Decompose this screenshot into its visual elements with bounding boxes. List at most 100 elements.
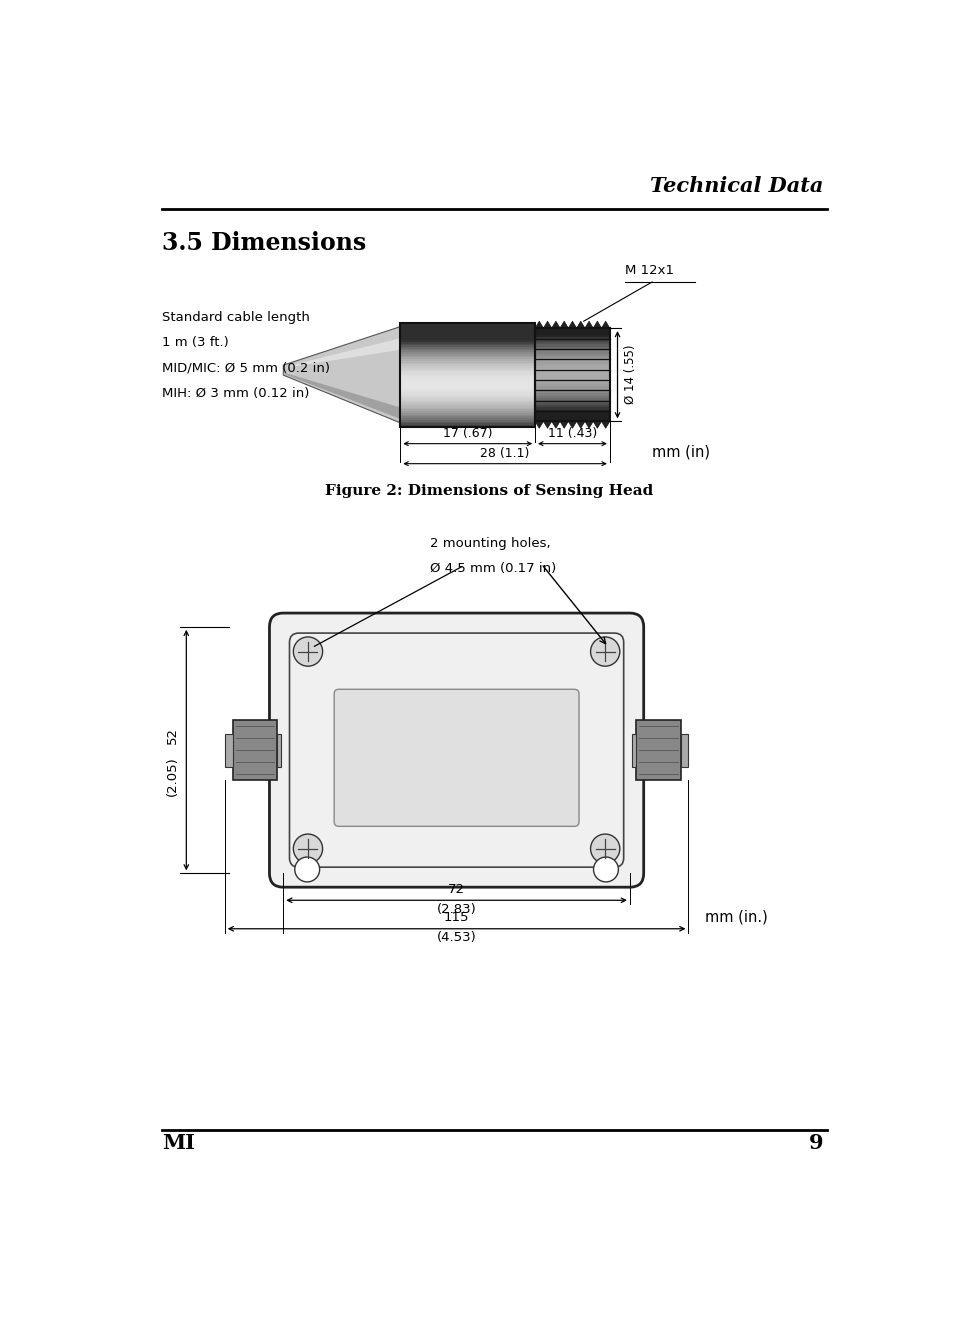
Bar bbox=[400, 401, 535, 402]
Bar bbox=[400, 418, 535, 419]
Bar bbox=[535, 374, 609, 377]
Bar bbox=[400, 381, 535, 384]
Bar bbox=[400, 389, 535, 390]
Text: 17 (.67): 17 (.67) bbox=[442, 427, 492, 439]
FancyBboxPatch shape bbox=[334, 689, 578, 827]
Text: mm (in): mm (in) bbox=[652, 445, 709, 460]
Polygon shape bbox=[285, 373, 400, 419]
Bar bbox=[400, 413, 535, 414]
Bar bbox=[400, 369, 535, 372]
Text: 28 (1.1): 28 (1.1) bbox=[480, 447, 529, 460]
Bar bbox=[400, 328, 535, 329]
Bar bbox=[535, 380, 609, 382]
Bar bbox=[400, 341, 535, 344]
Text: MI: MI bbox=[162, 1132, 194, 1152]
Bar bbox=[535, 372, 609, 374]
Bar bbox=[535, 392, 609, 393]
Bar bbox=[400, 396, 535, 397]
Polygon shape bbox=[568, 321, 576, 328]
Bar bbox=[535, 417, 609, 419]
Bar bbox=[535, 386, 609, 389]
Bar bbox=[400, 333, 535, 335]
Bar bbox=[535, 340, 609, 343]
Text: Technical Data: Technical Data bbox=[649, 176, 822, 196]
Bar bbox=[400, 323, 535, 427]
Bar bbox=[400, 363, 535, 364]
Bar bbox=[400, 356, 535, 357]
Text: (4.53): (4.53) bbox=[436, 931, 476, 945]
Bar bbox=[535, 389, 609, 392]
Bar bbox=[400, 378, 535, 380]
Bar bbox=[535, 361, 609, 363]
Bar bbox=[400, 400, 535, 401]
Polygon shape bbox=[535, 421, 543, 429]
Bar bbox=[679, 733, 688, 766]
Text: Standard cable length: Standard cable length bbox=[161, 311, 309, 324]
Bar bbox=[400, 385, 535, 386]
Polygon shape bbox=[283, 327, 400, 423]
Bar bbox=[400, 373, 535, 374]
Bar bbox=[400, 411, 535, 413]
Text: 1 m (3 ft.): 1 m (3 ft.) bbox=[161, 336, 228, 349]
Bar bbox=[400, 402, 535, 405]
Text: (2.83): (2.83) bbox=[436, 902, 476, 916]
Text: 2 mounting holes,: 2 mounting holes, bbox=[429, 537, 550, 550]
Bar bbox=[400, 324, 535, 327]
Polygon shape bbox=[593, 421, 601, 429]
Bar bbox=[400, 344, 535, 345]
Polygon shape bbox=[535, 321, 543, 328]
Bar bbox=[277, 733, 281, 766]
Bar bbox=[400, 397, 535, 400]
Bar bbox=[400, 417, 535, 418]
Bar bbox=[400, 351, 535, 352]
Bar bbox=[535, 419, 609, 421]
Text: Ø 14 (.55): Ø 14 (.55) bbox=[623, 345, 637, 405]
Circle shape bbox=[590, 636, 619, 667]
Circle shape bbox=[593, 857, 618, 882]
Bar bbox=[535, 414, 609, 417]
Bar bbox=[535, 352, 609, 353]
Polygon shape bbox=[287, 339, 400, 368]
Bar bbox=[400, 336, 535, 339]
Bar bbox=[400, 390, 535, 392]
Bar bbox=[400, 406, 535, 407]
Bar bbox=[535, 411, 609, 414]
Bar bbox=[535, 356, 609, 359]
Text: Figure 2: Dimensions of Sensing Head: Figure 2: Dimensions of Sensing Head bbox=[324, 484, 653, 499]
Polygon shape bbox=[584, 421, 593, 429]
Bar bbox=[535, 377, 609, 380]
Polygon shape bbox=[559, 421, 568, 429]
Bar bbox=[535, 396, 609, 398]
Text: 115: 115 bbox=[443, 912, 469, 925]
Bar bbox=[535, 370, 609, 372]
Bar bbox=[400, 380, 535, 381]
Circle shape bbox=[293, 636, 322, 667]
Polygon shape bbox=[559, 321, 568, 328]
Polygon shape bbox=[543, 421, 551, 429]
Polygon shape bbox=[568, 421, 576, 429]
Text: Ø 4.5 mm (0.17 in): Ø 4.5 mm (0.17 in) bbox=[429, 562, 556, 576]
Bar bbox=[400, 332, 535, 333]
Bar bbox=[400, 414, 535, 417]
Bar bbox=[400, 425, 535, 427]
Text: mm (in.): mm (in.) bbox=[704, 909, 767, 925]
Bar bbox=[400, 352, 535, 355]
Bar bbox=[632, 733, 636, 766]
Bar bbox=[400, 345, 535, 347]
Bar bbox=[400, 409, 535, 411]
Bar bbox=[233, 720, 277, 781]
Bar bbox=[535, 333, 609, 335]
Polygon shape bbox=[584, 321, 593, 328]
Bar bbox=[400, 339, 535, 340]
Bar bbox=[400, 368, 535, 369]
Bar bbox=[400, 327, 535, 328]
Bar bbox=[636, 720, 679, 781]
Bar bbox=[400, 384, 535, 385]
Bar bbox=[400, 359, 535, 361]
Bar bbox=[535, 407, 609, 410]
Text: 9: 9 bbox=[808, 1132, 822, 1152]
Bar bbox=[535, 328, 609, 331]
Bar bbox=[535, 343, 609, 344]
Text: 11 (.43): 11 (.43) bbox=[547, 427, 597, 439]
Bar bbox=[400, 329, 535, 332]
